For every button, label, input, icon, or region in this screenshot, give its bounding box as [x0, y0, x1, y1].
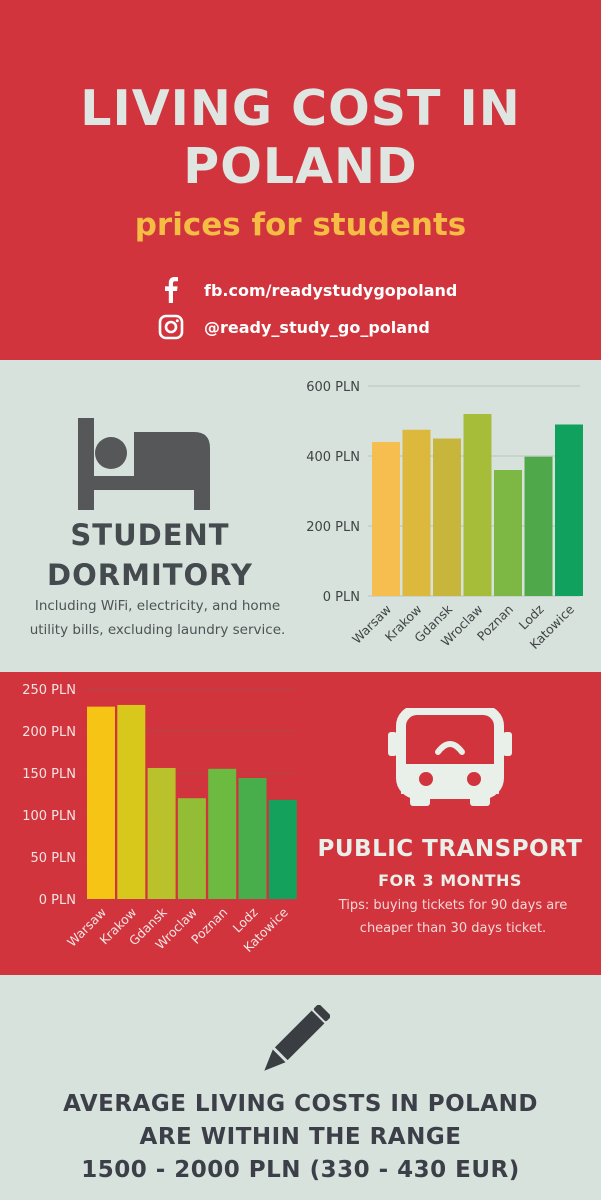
bar-warsaw: [372, 442, 400, 596]
bar-poznan: [494, 470, 522, 596]
instagram-link[interactable]: @ready_study_go_poland: [158, 314, 430, 340]
page-title: LIVING COST IN POLAND: [0, 80, 601, 196]
bar-gdansk: [147, 767, 176, 899]
y-tick-label: 0 PLN: [323, 590, 360, 605]
transport-title: PUBLIC TRANSPORT: [317, 836, 583, 862]
bar-gdansk: [433, 438, 461, 596]
summary-line-3: 1500 - 2000 PLN (330 - 430 EUR): [81, 1157, 520, 1183]
bar-warsaw: [87, 706, 115, 899]
bar-lodz: [238, 778, 267, 899]
dormitory-desc-line-2: utility bills, excluding laundry service…: [29, 622, 286, 638]
bus-icon: [388, 708, 512, 806]
y-tick-label: 250 PLN: [22, 683, 76, 698]
dormitory-title-line-1: STUDENT: [70, 518, 230, 552]
title-line-1: LIVING COST IN: [80, 80, 521, 137]
bar-katowice: [555, 424, 583, 596]
dormitory-title: STUDENT DORMITORY: [20, 515, 280, 595]
y-tick-label: 100 PLN: [22, 809, 76, 824]
facebook-link[interactable]: fb.com/readystudygopoland: [158, 277, 457, 303]
pencil-icon: [264, 1005, 330, 1071]
y-tick-label: 150 PLN: [22, 767, 76, 782]
y-tick-label: 0 PLN: [39, 893, 76, 908]
y-tick-label: 600 PLN: [306, 380, 360, 395]
bar-poznan: [208, 768, 237, 899]
transport-tip-line-2: cheaper than 30 days ticket.: [359, 921, 547, 936]
instagram-handle: @ready_study_go_poland: [204, 317, 430, 337]
summary-text: AVERAGE LIVING COSTS IN POLAND ARE WITHI…: [0, 1088, 601, 1187]
page-subtitle: prices for students: [134, 207, 467, 243]
header-section: [0, 0, 601, 360]
facebook-icon: [158, 277, 184, 303]
dormitory-description: Including WiFi, electricity, and home ut…: [15, 594, 300, 642]
bar-krakow: [402, 429, 431, 596]
transport-subtitle: FOR 3 MONTHS: [378, 871, 522, 890]
y-tick-label: 400 PLN: [306, 450, 360, 465]
bar-lodz: [524, 456, 553, 596]
facebook-handle: fb.com/readystudygopoland: [204, 280, 458, 300]
bar-wroclaw: [177, 798, 206, 899]
summary-line-1: AVERAGE LIVING COSTS IN POLAND: [63, 1091, 538, 1117]
bar-krakow: [117, 704, 146, 899]
summary-section: [0, 975, 601, 1200]
title-line-2: POLAND: [183, 138, 418, 195]
bar-wroclaw: [463, 414, 492, 596]
dormitory-desc-line-1: Including WiFi, electricity, and home: [34, 598, 281, 614]
instagram-icon: [158, 314, 184, 340]
bar-katowice: [268, 799, 297, 899]
dormitory-title-line-2: DORMITORY: [47, 558, 253, 592]
transport-tip: Tips: buying tickets for 90 days are che…: [318, 894, 588, 940]
y-tick-label: 200 PLN: [22, 725, 76, 740]
transport-tip-line-1: Tips: buying tickets for 90 days are: [338, 898, 568, 913]
y-tick-label: 50 PLN: [31, 851, 76, 866]
bed-icon: [78, 418, 210, 510]
y-tick-label: 200 PLN: [306, 520, 360, 535]
summary-line-2: ARE WITHIN THE RANGE: [139, 1124, 462, 1150]
